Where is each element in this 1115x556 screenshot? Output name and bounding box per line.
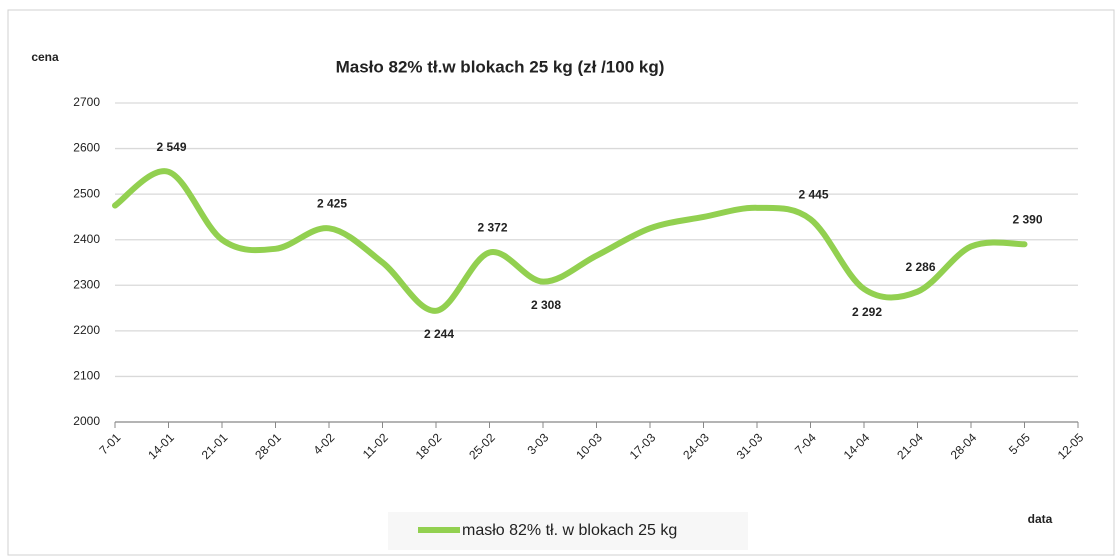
y-tick-label: 2500 <box>73 186 100 200</box>
x-axis-label: data <box>1028 512 1053 526</box>
data-label: 2 244 <box>424 327 454 341</box>
chart-title: Masło 82% tł.w blokach 25 kg (zł /100 kg… <box>336 57 665 76</box>
legend-label: masło 82% tł. w blokach 25 kg <box>462 522 677 539</box>
data-label: 2 372 <box>477 221 507 235</box>
data-label: 2 292 <box>852 305 882 319</box>
y-tick-label: 2400 <box>73 232 100 246</box>
series-line <box>112 168 1028 314</box>
y-tick-label: 2300 <box>73 277 100 291</box>
data-label: 2 390 <box>1012 212 1042 226</box>
data-label: 2 425 <box>317 196 347 210</box>
frame <box>7 9 1115 556</box>
data-label: 2 445 <box>798 187 828 201</box>
data-label: 2 549 <box>156 140 186 154</box>
y-tick-label: 2000 <box>73 414 100 428</box>
y-tick-label: 2200 <box>73 323 100 337</box>
y-tick-label: 2100 <box>73 369 100 383</box>
y-tick-label: 2600 <box>73 141 100 155</box>
y-tick-label: 2700 <box>73 95 100 109</box>
y-axis-label: cena <box>31 50 59 64</box>
data-label: 2 286 <box>905 260 935 274</box>
data-label: 2 308 <box>531 298 561 312</box>
